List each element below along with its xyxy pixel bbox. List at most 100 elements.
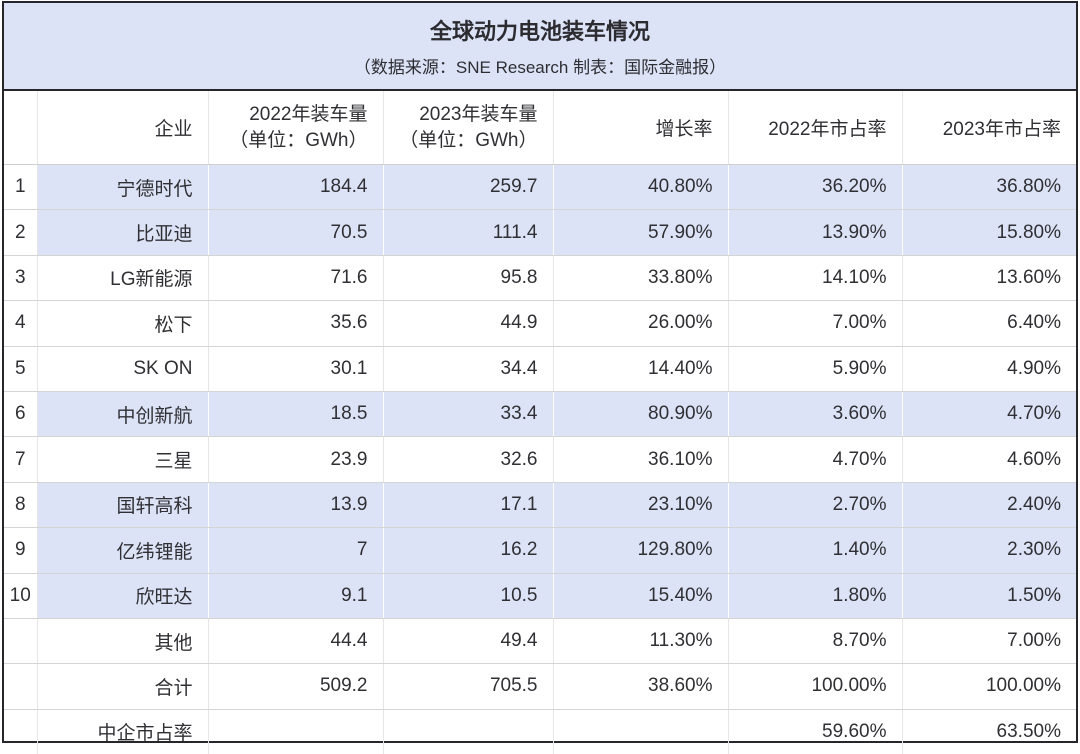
growth-cell: 14.40% [553,346,728,391]
table-title-block: 全球动力电池装车情况 （数据来源：SNE Research 制表：国际金融报） [4,3,1076,91]
company-cell: 中企市占率 [37,709,208,754]
table-row: 6 中创新航 18.5 33.4 80.90% 3.60% 4.70% [4,391,1076,436]
volume-2023-cell: 10.5 [383,573,553,618]
company-cell: SK ON [37,346,208,391]
volume-2022-cell: 9.1 [208,573,383,618]
table-row: 其他 44.4 49.4 11.30% 8.70% 7.00% [4,618,1076,663]
share-2023-cell: 1.50% [902,573,1076,618]
share-2022-cell: 7.00% [728,301,902,346]
growth-cell: 26.00% [553,301,728,346]
rank-cell [4,709,37,754]
volume-2022-cell: 44.4 [208,618,383,663]
share-2023-cell: 4.70% [902,391,1076,436]
volume-2022-cell: 18.5 [208,391,383,436]
rank-cell: 9 [4,528,37,573]
volume-2023-cell [383,709,553,754]
header-2022-volume-cell: 2022年装车量 （单位：GWh） [208,91,383,165]
rank-cell: 5 [4,346,37,391]
volume-2022-cell: 7 [208,528,383,573]
share-2022-cell: 1.80% [728,573,902,618]
share-2022-cell: 3.60% [728,391,902,436]
volume-2023-cell: 33.4 [383,391,553,436]
table-row: 中企市占率 59.60% 63.50% [4,709,1076,754]
company-cell: 中创新航 [37,391,208,436]
growth-cell: 57.90% [553,210,728,255]
share-2022-cell: 13.90% [728,210,902,255]
table-row: 2 比亚迪 70.5 111.4 57.90% 13.90% 15.80% [4,210,1076,255]
rank-cell: 2 [4,210,37,255]
share-2023-cell: 13.60% [902,255,1076,300]
rank-cell: 8 [4,482,37,527]
volume-2022-cell: 71.6 [208,255,383,300]
header-2022-volume-line2: （单位：GWh） [211,128,368,154]
volume-2022-cell [208,709,383,754]
volume-2023-cell: 17.1 [383,482,553,527]
volume-2023-cell: 705.5 [383,664,553,709]
share-2022-cell: 36.20% [728,165,902,210]
share-2022-cell: 14.10% [728,255,902,300]
header-2023-volume-line2: （单位：GWh） [386,128,538,154]
growth-cell: 11.30% [553,618,728,663]
share-2022-cell: 100.00% [728,664,902,709]
table-row: 8 国轩高科 13.9 17.1 23.10% 2.70% 2.40% [4,482,1076,527]
growth-cell [553,709,728,754]
growth-cell: 15.40% [553,573,728,618]
company-cell: 欣旺达 [37,573,208,618]
share-2023-cell: 4.60% [902,437,1076,482]
header-growth-cell: 增长率 [553,91,728,165]
share-2022-cell: 2.70% [728,482,902,527]
volume-2023-cell: 259.7 [383,165,553,210]
growth-cell: 80.90% [553,391,728,436]
volume-2022-cell: 13.9 [208,482,383,527]
company-cell: 宁德时代 [37,165,208,210]
header-2023-volume-line1: 2023年装车量 [386,102,538,128]
table-row: 5 SK ON 30.1 34.4 14.40% 5.90% 4.90% [4,346,1076,391]
volume-2022-cell: 35.6 [208,301,383,346]
header-2022-share-cell: 2022年市占率 [728,91,902,165]
company-cell: 松下 [37,301,208,346]
share-2023-cell: 2.40% [902,482,1076,527]
rank-cell: 7 [4,437,37,482]
volume-2023-cell: 95.8 [383,255,553,300]
volume-2022-cell: 23.9 [208,437,383,482]
growth-cell: 38.60% [553,664,728,709]
rank-cell: 1 [4,165,37,210]
share-2022-cell: 59.60% [728,709,902,754]
share-2023-cell: 7.00% [902,618,1076,663]
rank-cell [4,618,37,663]
share-2022-cell: 1.40% [728,528,902,573]
share-2022-cell: 5.90% [728,346,902,391]
share-2023-cell: 4.90% [902,346,1076,391]
rank-cell [4,664,37,709]
table-row: 4 松下 35.6 44.9 26.00% 7.00% 6.40% [4,301,1076,346]
header-2023-volume-cell: 2023年装车量 （单位：GWh） [383,91,553,165]
share-2023-cell: 2.30% [902,528,1076,573]
share-2023-cell: 63.50% [902,709,1076,754]
table-row: 1 宁德时代 184.4 259.7 40.80% 36.20% 36.80% [4,165,1076,210]
share-2023-cell: 6.40% [902,301,1076,346]
share-2022-cell: 4.70% [728,437,902,482]
volume-2023-cell: 44.9 [383,301,553,346]
company-cell: 国轩高科 [37,482,208,527]
growth-cell: 129.80% [553,528,728,573]
volume-2022-cell: 30.1 [208,346,383,391]
share-2023-cell: 36.80% [902,165,1076,210]
table-row: 7 三星 23.9 32.6 36.10% 4.70% 4.60% [4,437,1076,482]
header-2023-share-cell: 2023年市占率 [902,91,1076,165]
company-cell: 三星 [37,437,208,482]
volume-2022-cell: 70.5 [208,210,383,255]
battery-installation-table: 企业 2022年装车量 （单位：GWh） 2023年装车量 （单位：GWh） 增… [4,91,1076,754]
header-2022-volume-line1: 2022年装车量 [211,102,368,128]
growth-cell: 33.80% [553,255,728,300]
growth-cell: 40.80% [553,165,728,210]
rank-cell: 3 [4,255,37,300]
volume-2023-cell: 32.6 [383,437,553,482]
share-2023-cell: 100.00% [902,664,1076,709]
volume-2023-cell: 34.4 [383,346,553,391]
table-row: 10 欣旺达 9.1 10.5 15.40% 1.80% 1.50% [4,573,1076,618]
volume-2022-cell: 509.2 [208,664,383,709]
company-cell: 合计 [37,664,208,709]
table-title: 全球动力电池装车情况 [430,14,650,46]
rank-cell: 4 [4,301,37,346]
header-row: 企业 2022年装车量 （单位：GWh） 2023年装车量 （单位：GWh） 增… [4,91,1076,165]
